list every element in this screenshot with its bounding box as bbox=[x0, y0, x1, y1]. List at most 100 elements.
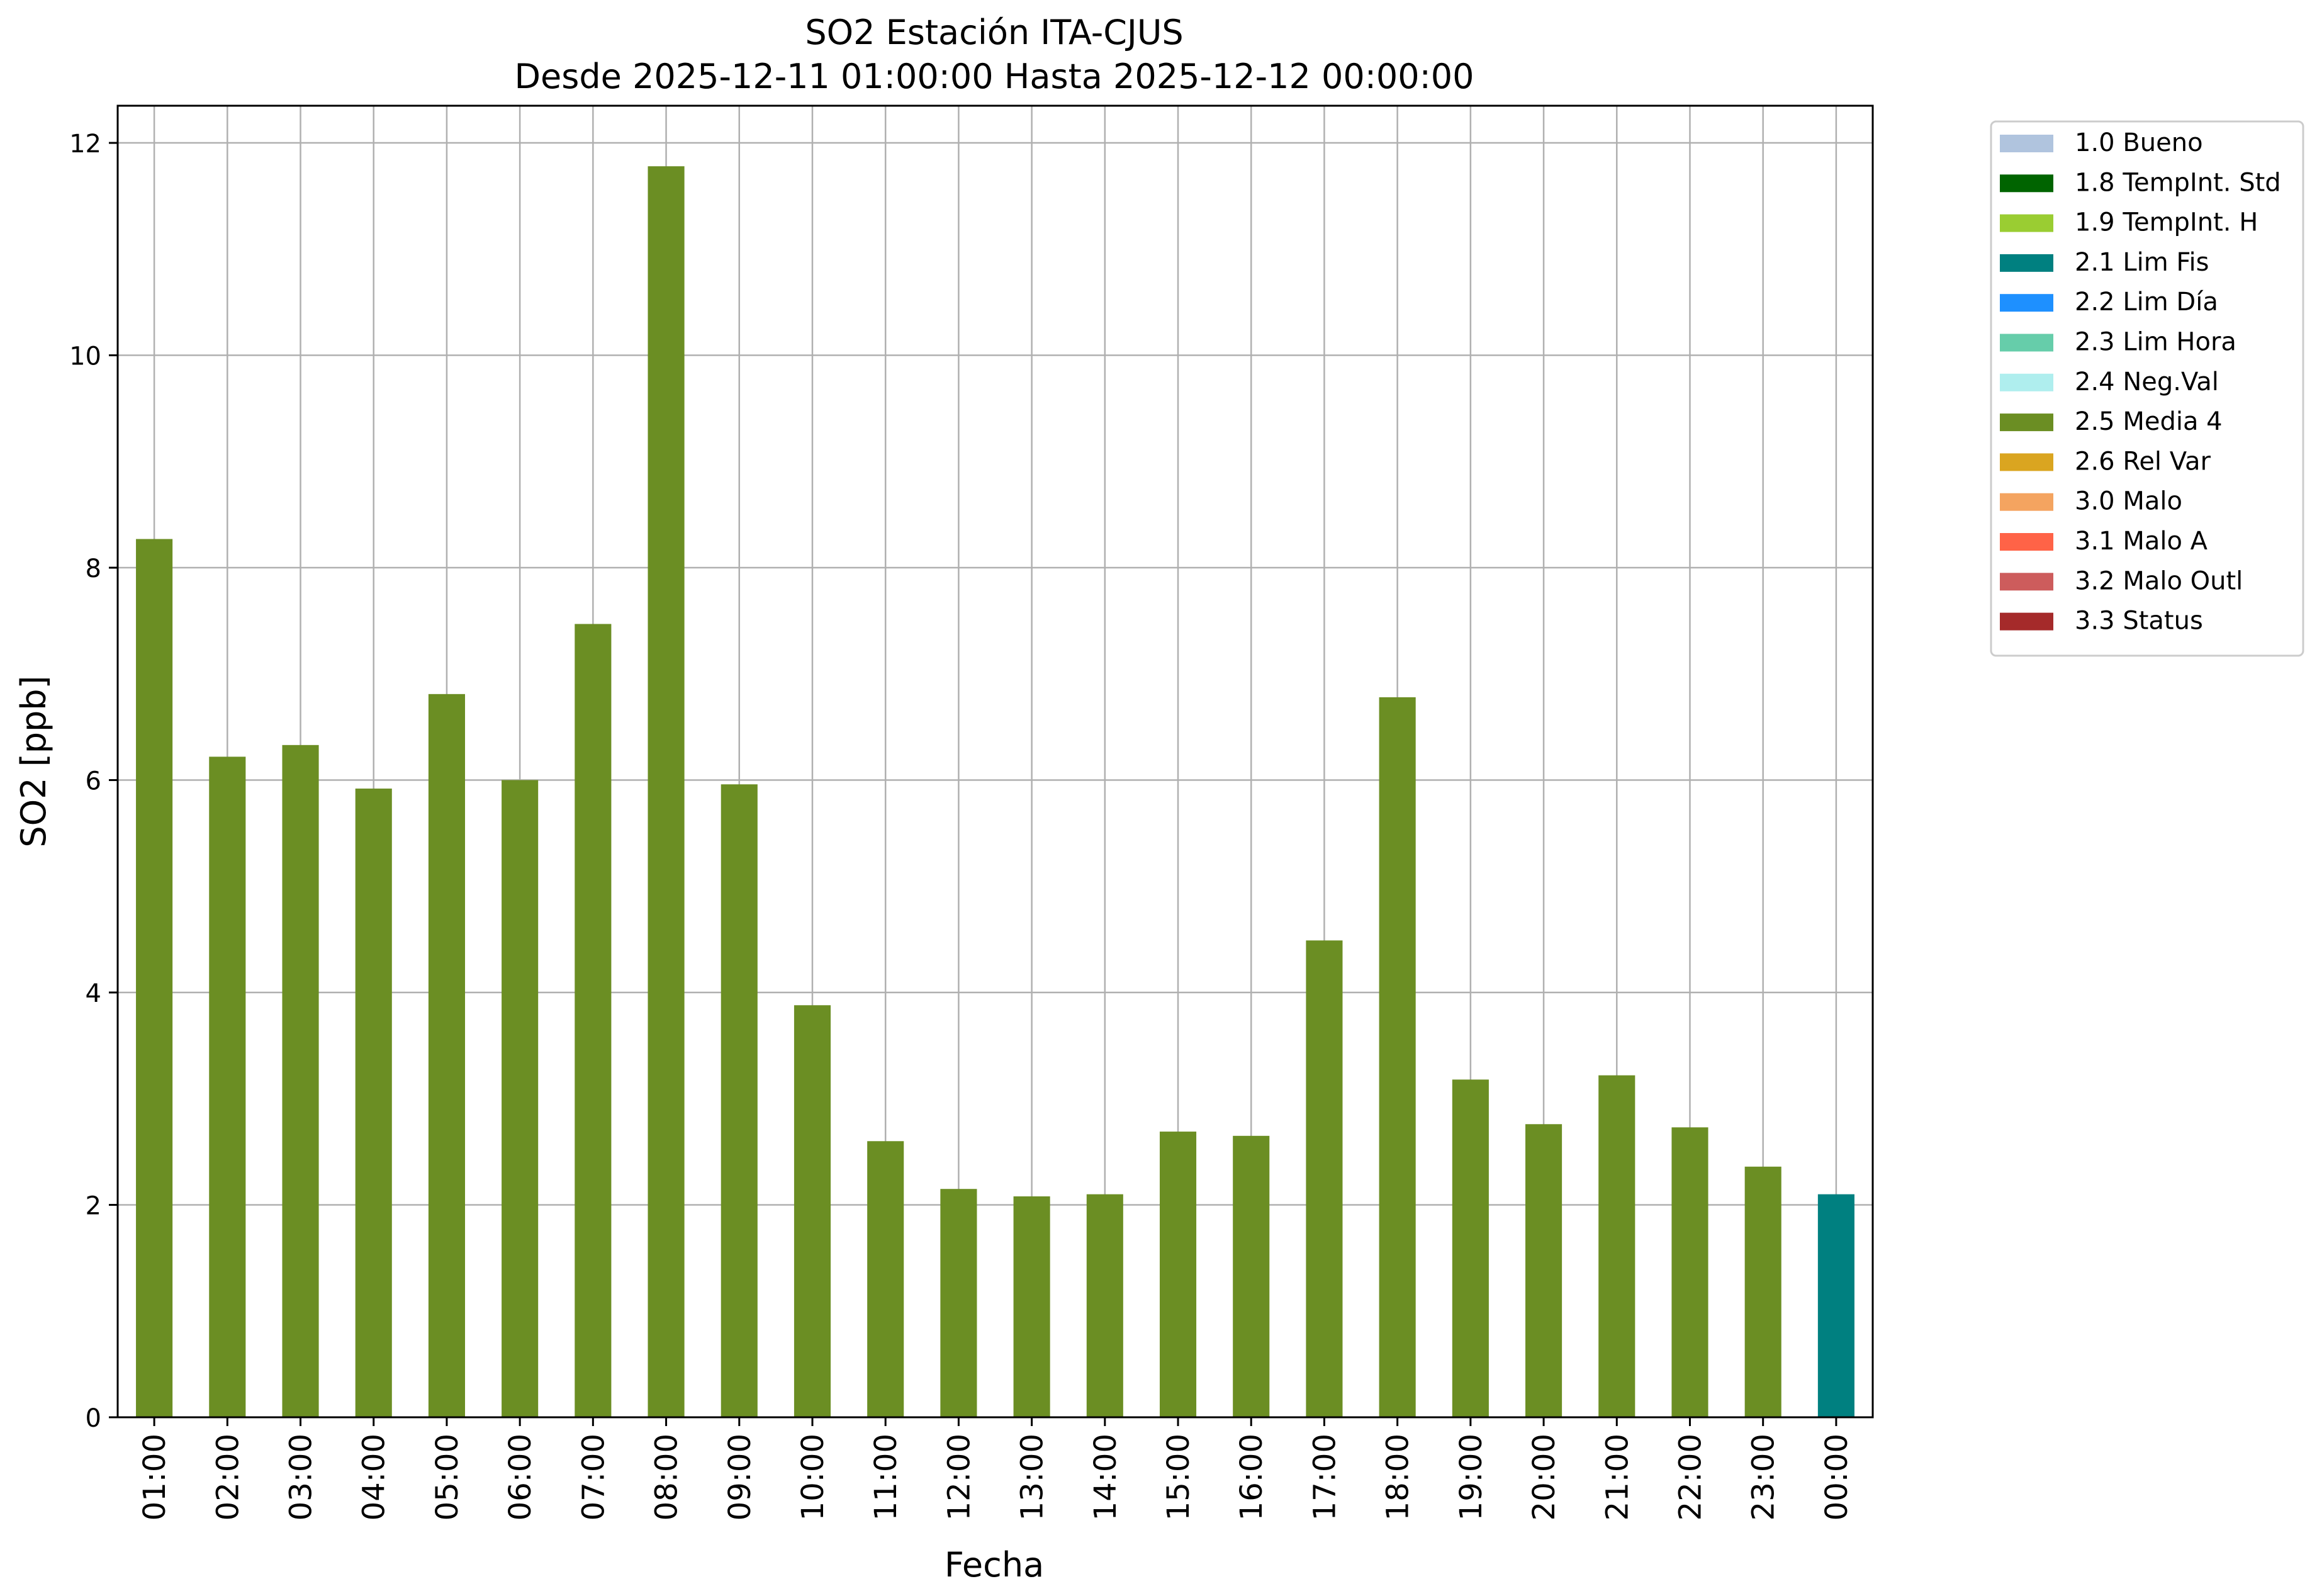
legend-item: 3.1 Malo A bbox=[2000, 527, 2208, 556]
x-axis-label: Fecha bbox=[945, 1545, 1044, 1585]
legend-item: 2.5 Media 4 bbox=[2000, 407, 2223, 436]
legend-label: 1.8 TempInt. Std bbox=[2075, 168, 2281, 197]
bar-1500 bbox=[1159, 1132, 1197, 1417]
bar-0300 bbox=[282, 745, 319, 1417]
legend-item: 3.3 Status bbox=[2000, 607, 2203, 636]
legend-label: 3.0 Malo bbox=[2075, 487, 2182, 516]
legend-label: 2.5 Media 4 bbox=[2075, 407, 2223, 436]
legend-label: 1.0 Bueno bbox=[2075, 128, 2203, 157]
x-tick-label: 08:00 bbox=[649, 1434, 685, 1520]
legend-swatch bbox=[2000, 573, 2053, 591]
legend-label: 3.1 Malo A bbox=[2075, 527, 2208, 556]
legend-swatch bbox=[2000, 612, 2053, 631]
x-tick-label: 09:00 bbox=[722, 1434, 758, 1520]
legend-label: 2.6 Rel Var bbox=[2075, 447, 2211, 476]
y-tick-label: 2 bbox=[86, 1192, 101, 1221]
x-tick-label: 01:00 bbox=[137, 1434, 172, 1520]
legend-label: 1.9 TempInt. H bbox=[2075, 208, 2258, 237]
bar-1800 bbox=[1379, 697, 1416, 1417]
x-tick-label: 21:00 bbox=[1600, 1434, 1635, 1520]
x-tick-label: 02:00 bbox=[210, 1434, 245, 1520]
bar-0800 bbox=[648, 166, 685, 1418]
bar-1200 bbox=[940, 1189, 977, 1417]
x-tick-label: 11:00 bbox=[868, 1434, 904, 1520]
legend-swatch bbox=[2000, 373, 2053, 391]
x-tick-label: 17:00 bbox=[1307, 1434, 1342, 1520]
x-tick-label: 16:00 bbox=[1234, 1434, 1269, 1520]
bar-1300 bbox=[1013, 1196, 1050, 1417]
legend-item: 2.3 Lim Hora bbox=[2000, 328, 2236, 357]
legend: 1.0 Bueno 1.8 TempInt. Std 1.9 TempInt. H 2… bbox=[1990, 120, 2304, 657]
legend-label: 2.1 Lim Fis bbox=[2075, 248, 2209, 277]
legend-item: 2.1 Lim Fis bbox=[2000, 248, 2209, 277]
x-tick-label: 13:00 bbox=[1015, 1434, 1050, 1520]
legend-item: 1.9 TempInt. H bbox=[2000, 208, 2258, 237]
x-tick-label: 07:00 bbox=[576, 1434, 611, 1520]
legend-swatch bbox=[2000, 413, 2053, 432]
bar-0600 bbox=[502, 780, 539, 1417]
legend-item: 1.8 TempInt. Std bbox=[2000, 168, 2281, 197]
legend-label: 3.2 Malo Outl bbox=[2075, 566, 2243, 595]
y-tick-label: 12 bbox=[69, 130, 101, 159]
legend-swatch bbox=[2000, 493, 2053, 511]
bar-1400 bbox=[1086, 1194, 1123, 1417]
bar-0400 bbox=[355, 789, 392, 1417]
x-tick-label: 23:00 bbox=[1746, 1434, 1781, 1520]
x-tick-label: 22:00 bbox=[1673, 1434, 1708, 1520]
bar-2000 bbox=[1525, 1124, 1562, 1417]
y-tick-label: 0 bbox=[86, 1404, 101, 1433]
bar-2100 bbox=[1598, 1075, 1635, 1417]
y-tick-label: 10 bbox=[69, 342, 101, 371]
legend-frame bbox=[1990, 120, 2304, 657]
legend-swatch bbox=[2000, 174, 2053, 193]
x-tick-label: 10:00 bbox=[795, 1434, 831, 1520]
legend-swatch bbox=[2000, 214, 2053, 232]
bar-0700 bbox=[575, 624, 612, 1417]
bar-1900 bbox=[1452, 1079, 1489, 1417]
y-axis-label: SO2 [ppb] bbox=[14, 675, 53, 847]
legend-swatch bbox=[2000, 533, 2053, 551]
legend-item: 2.6 Rel Var bbox=[2000, 447, 2211, 476]
x-tick-label: 00:00 bbox=[1819, 1434, 1854, 1520]
bar-1000 bbox=[794, 1005, 831, 1417]
y-tick-label: 8 bbox=[86, 554, 101, 583]
legend-label: 2.4 Neg.Val bbox=[2075, 368, 2219, 396]
bars-group bbox=[136, 166, 1854, 1418]
x-tick-label: 14:00 bbox=[1088, 1434, 1123, 1520]
legend-label: 3.3 Status bbox=[2075, 607, 2203, 636]
x-tick-label: 05:00 bbox=[430, 1434, 465, 1520]
legend-item: 2.4 Neg.Val bbox=[2000, 368, 2219, 396]
x-tick-label: 19:00 bbox=[1454, 1434, 1489, 1520]
bar-0200 bbox=[209, 756, 246, 1417]
plot-frame bbox=[116, 104, 1874, 1419]
y-tick-label: 4 bbox=[86, 979, 101, 1008]
chart-title: SO2 Estación ITA-CJUS bbox=[805, 13, 1183, 52]
x-tick-label: 12:00 bbox=[941, 1434, 977, 1520]
legend-item: 2.2 Lim Día bbox=[2000, 288, 2218, 317]
x-axis: 01:00 02:00 03:00 04:00 05:00 06:00 07:00 08:00… bbox=[137, 1417, 1854, 1520]
bar-0000 bbox=[1817, 1194, 1854, 1417]
legend-swatch bbox=[2000, 334, 2053, 352]
legend-swatch bbox=[2000, 294, 2053, 312]
bar-1600 bbox=[1233, 1135, 1270, 1417]
bar-1700 bbox=[1306, 940, 1343, 1417]
bar-2300 bbox=[1744, 1166, 1781, 1417]
legend-label: 2.2 Lim Día bbox=[2075, 288, 2218, 317]
bar-0900 bbox=[721, 784, 758, 1417]
legend-item: 3.2 Malo Outl bbox=[2000, 566, 2243, 595]
legend-item: 1.0 Bueno bbox=[2000, 128, 2203, 157]
y-tick-label: 6 bbox=[86, 767, 101, 796]
x-tick-label: 15:00 bbox=[1161, 1434, 1196, 1520]
bar-0100 bbox=[136, 539, 173, 1417]
legend-swatch bbox=[2000, 135, 2053, 152]
legend-label: 2.3 Lim Hora bbox=[2075, 328, 2236, 357]
x-tick-label: 18:00 bbox=[1381, 1434, 1416, 1520]
x-tick-label: 20:00 bbox=[1527, 1434, 1562, 1520]
x-tick-label: 06:00 bbox=[503, 1434, 538, 1520]
x-tick-label: 04:00 bbox=[357, 1434, 392, 1520]
bar-1100 bbox=[867, 1141, 904, 1417]
chart-subtitle: Desde 2025-12-11 01:00:00 Hasta 2025-12-… bbox=[514, 57, 1474, 96]
x-tick-label: 03:00 bbox=[284, 1434, 319, 1520]
y-axis: 0 2 4 6 8 10 12 bbox=[69, 130, 118, 1433]
